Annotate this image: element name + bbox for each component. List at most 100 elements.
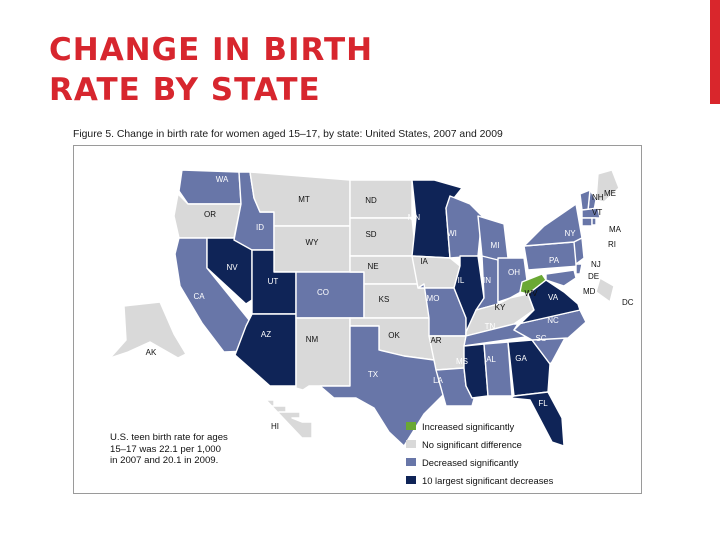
us-state-map: WA OR CA NV ID MT WY UT AZ CO NM ND SD NE KS OK TX MN IA MO… [109, 169, 634, 447]
state-label-mt: MT [298, 195, 310, 204]
state-wa [178, 169, 242, 205]
state-label-me: ME [604, 189, 616, 198]
state-label-ct: CT [586, 237, 597, 246]
slide-title: CHANGE IN BIRTH RATE BY STATE [49, 30, 373, 110]
state-label-nd: ND [365, 196, 377, 205]
map-legend: Increased significantly No significant d… [406, 417, 553, 489]
note-line-3: in 2007 and 20.1 in 2009. [110, 455, 219, 466]
state-ny [523, 203, 583, 247]
state-label-ar: AR [430, 336, 441, 345]
state-label-ak: AK [146, 348, 157, 357]
note-line-1: U.S. teen birth rate for ages [110, 432, 228, 443]
state-label-wi: WI [447, 229, 457, 238]
state-me [595, 169, 620, 203]
state-label-ut: UT [268, 277, 279, 286]
accent-bar [710, 0, 720, 104]
state-label-de: DE [588, 272, 599, 281]
legend-label-no-difference: No significant difference [422, 438, 522, 450]
state-label-ne: NE [367, 262, 378, 271]
note-line-2: 15–17 was 22.1 per 1,000 [110, 443, 221, 455]
state-label-pa: PA [549, 256, 560, 265]
legend-item-largest-decreases: 10 largest significant decreases [406, 471, 553, 489]
slide-title-line-2: RATE BY STATE [49, 72, 321, 108]
state-label-al: AL [486, 355, 496, 364]
state-label-ca: CA [193, 292, 205, 301]
legend-item-increased: Increased significantly [406, 417, 553, 435]
state-label-va: VA [548, 293, 559, 302]
state-ks [363, 283, 430, 319]
teen-birth-rate-note: U.S. teen birth rate for ages 15–17 was … [110, 432, 280, 467]
state-label-mi: MI [491, 241, 500, 250]
state-label-nv: NV [226, 263, 238, 272]
state-label-tx: TX [368, 370, 379, 379]
state-label-ia: IA [420, 257, 428, 266]
state-label-hi: HI [271, 422, 279, 431]
state-label-vt: VT [592, 208, 602, 217]
state-label-mo: MO [427, 294, 440, 303]
state-label-ma: MA [609, 225, 622, 234]
figure-caption: Figure 5. Change in birth rate for women… [73, 129, 503, 140]
state-label-ok: OK [388, 331, 400, 340]
legend-item-no-difference: No significant difference [406, 435, 553, 453]
state-label-ri: RI [608, 240, 616, 249]
state-label-ny: NY [564, 229, 576, 238]
state-label-co: CO [317, 288, 329, 297]
state-vt [579, 189, 591, 211]
figure-panel: WA OR CA NV ID MT WY UT AZ CO NM ND SD NE KS OK TX MN IA MO… [73, 145, 642, 494]
state-tx [319, 325, 445, 447]
state-label-sc: SC [535, 334, 546, 343]
state-label-il: IL [458, 276, 465, 285]
state-ak [109, 301, 187, 359]
state-wi [445, 195, 483, 259]
state-sd [349, 217, 417, 257]
legend-swatch-increased [406, 422, 416, 430]
state-nj [573, 237, 585, 265]
state-label-tn: TN [485, 322, 496, 331]
state-label-wv: WV [525, 289, 539, 298]
state-label-sd: SD [365, 230, 376, 239]
state-ri [591, 217, 597, 226]
state-dc [595, 277, 615, 303]
state-label-nc: NC [547, 316, 559, 325]
state-ct [581, 217, 593, 227]
state-label-wy: WY [306, 238, 320, 247]
state-de [575, 263, 583, 275]
state-label-az: AZ [261, 330, 271, 339]
state-label-md: MD [583, 287, 596, 296]
state-label-or: OR [204, 210, 216, 219]
state-label-ga: GA [515, 354, 527, 363]
legend-swatch-decreased [406, 458, 416, 466]
legend-label-largest-decreases: 10 largest significant decreases [422, 474, 554, 486]
legend-label-decreased: Decreased significantly [422, 456, 519, 468]
state-label-nj: NJ [591, 260, 601, 269]
state-nm [295, 317, 351, 391]
state-co [295, 271, 365, 319]
state-label-id: ID [256, 223, 264, 232]
state-md [545, 269, 577, 287]
state-ma [581, 207, 601, 219]
state-label-ky: KY [495, 303, 506, 312]
state-wv [519, 273, 547, 295]
slide-title-line-1: CHANGE IN BIRTH [49, 32, 374, 68]
state-label-fl: FL [538, 399, 548, 408]
state-ia [411, 255, 461, 289]
state-nd [349, 179, 413, 219]
state-label-ks: KS [379, 295, 390, 304]
state-label-la: LA [433, 376, 443, 385]
state-label-nh: NH [592, 193, 604, 202]
legend-item-decreased: Decreased significantly [406, 453, 553, 471]
state-label-in: IN [483, 276, 491, 285]
state-label-wa: WA [216, 175, 229, 184]
legend-swatch-no-difference [406, 440, 416, 448]
state-label-ms: MS [456, 357, 468, 366]
legend-label-increased: Increased significantly [422, 420, 515, 432]
state-hi [265, 399, 313, 439]
state-ga [507, 339, 551, 397]
state-label-nm: NM [306, 335, 319, 344]
state-label-oh: OH [508, 268, 520, 277]
state-wy [273, 225, 351, 273]
state-al [483, 341, 513, 397]
state-label-mn: MN [408, 213, 421, 222]
state-label-dc: DC [622, 298, 634, 307]
state-fl [509, 391, 565, 447]
